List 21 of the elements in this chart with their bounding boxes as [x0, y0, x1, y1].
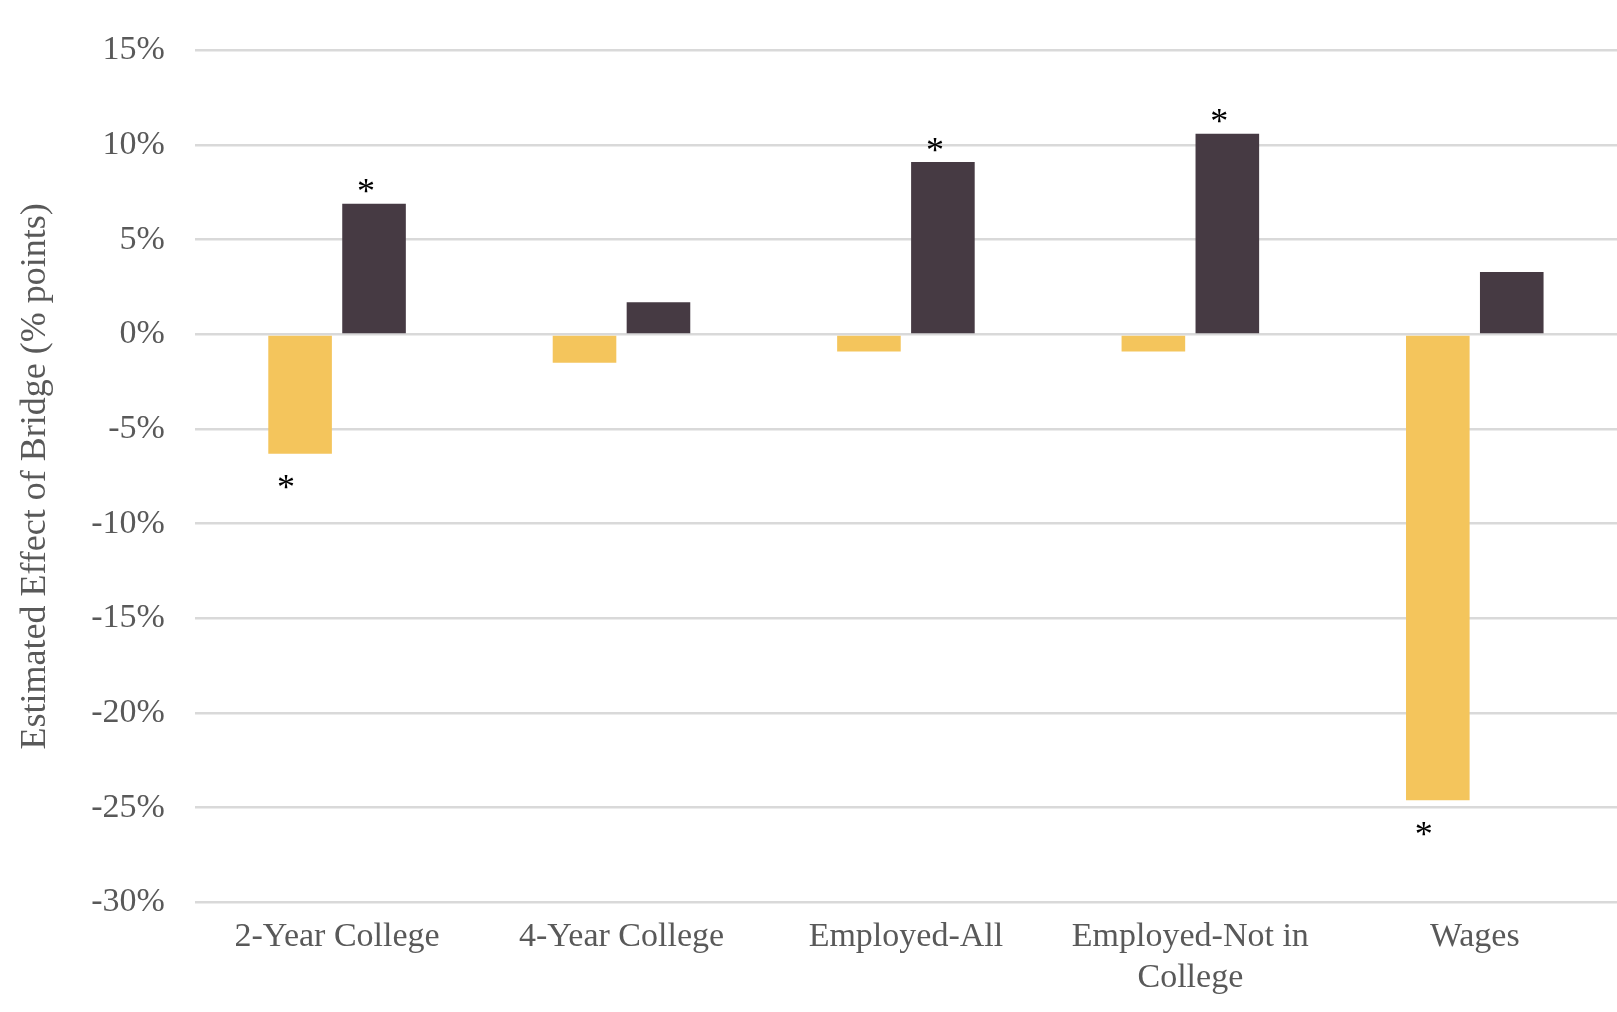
data-label: *: [925, 129, 944, 170]
y-tick-label: -30%: [91, 881, 165, 919]
y-tick-label: 5%: [119, 218, 165, 256]
y-tick-label: -15%: [91, 597, 165, 635]
x-tick-label: Wages: [1429, 915, 1520, 953]
x-tick-label: 2-Year College: [234, 915, 440, 953]
y-tick-label: 15%: [102, 29, 165, 67]
x-tick-label: Employed-All: [808, 915, 1004, 953]
y-axis-title: Estimated Effect of Bridge (% points): [13, 203, 54, 750]
y-tick-label: -20%: [91, 691, 165, 729]
data-label: *: [1414, 813, 1433, 854]
data-label: *: [277, 467, 296, 508]
y-tick-label: -10%: [91, 502, 165, 540]
y-tick-label: -5%: [108, 407, 165, 445]
x-tick-label: 4-Year College: [518, 915, 725, 953]
y-tick-label: 10%: [102, 123, 165, 161]
data-label: *: [357, 171, 376, 212]
x-tick-label: Employed-Not in College: [1071, 915, 1309, 994]
data-label: *: [1210, 101, 1229, 142]
y-tick-label: 0%: [119, 313, 165, 351]
y-tick-label: -25%: [91, 786, 165, 824]
